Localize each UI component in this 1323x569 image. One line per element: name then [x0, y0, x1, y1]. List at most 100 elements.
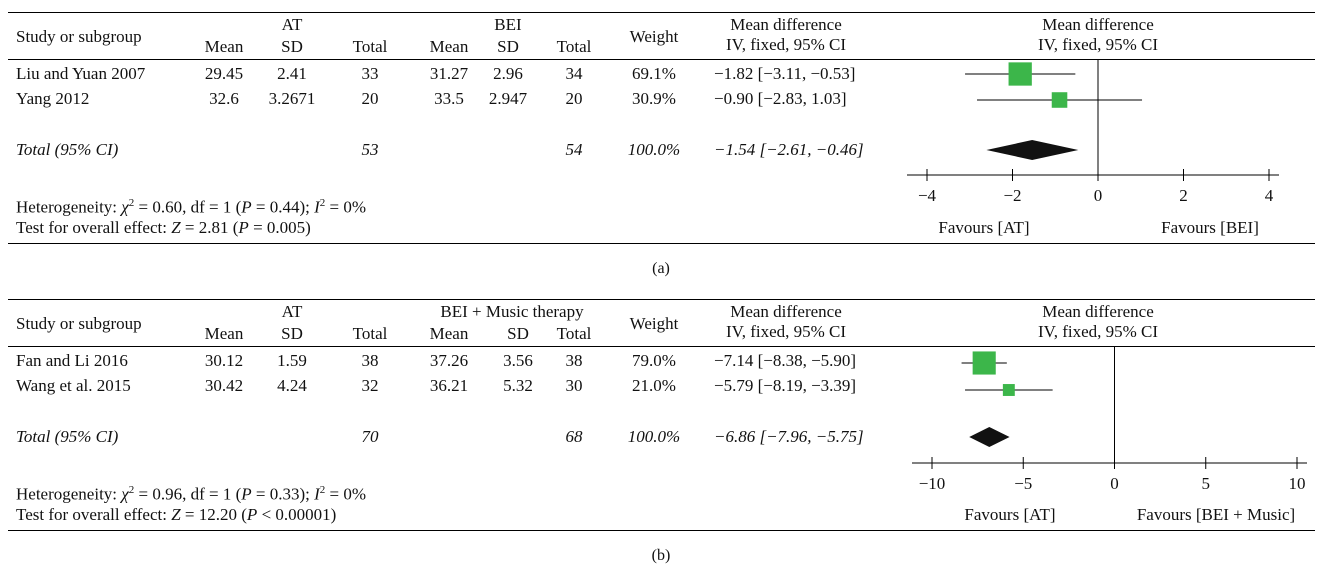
x-tick-label: 5	[1202, 474, 1211, 493]
header-weight: Weight	[629, 314, 679, 333]
header-sd-1: SD	[281, 37, 303, 56]
x-tick-label: 0	[1110, 474, 1119, 493]
favours-right-a: Favours [BEI]	[1161, 218, 1259, 237]
study-name: Yang 2012	[16, 89, 90, 108]
header-rule	[8, 59, 1315, 60]
study-name: Fan and Li 2016	[16, 351, 128, 370]
header-plot-1: Mean difference	[1042, 15, 1154, 34]
pooled-effect-diamond	[986, 140, 1079, 160]
header-total-2: Total	[556, 37, 592, 56]
total-label: Total (95% CI)	[16, 427, 119, 446]
sd-1: 1.59	[277, 351, 307, 370]
x-tick-label: 2	[1179, 186, 1188, 205]
header-study: Study or subgroup	[16, 314, 142, 333]
weight: 79.0%	[632, 351, 676, 370]
ci-text: −0.90 [−2.83, 1.03]	[714, 89, 847, 108]
header-plot-2: IV, fixed, 95% CI	[1037, 322, 1159, 341]
pooled-effect-diamond	[969, 427, 1010, 447]
overall-effect-text: Test for overall effect: Z = 2.81 (P = 0…	[16, 218, 311, 237]
header-md-2: IV, fixed, 95% CI	[725, 35, 847, 54]
mean-2: 33.5	[434, 89, 464, 108]
study-effect-box	[972, 351, 996, 375]
heterogeneity-text: Heterogeneity: χ2 = 0.96, df = 1 (P = 0.…	[16, 484, 367, 504]
mean-1: 29.45	[204, 64, 244, 83]
total-2: 34	[565, 64, 583, 83]
header-md-1: Mean difference	[730, 302, 842, 321]
study-effect-box	[1002, 384, 1015, 396]
mean-2: 37.26	[429, 351, 469, 370]
header-sd-2: SD	[507, 324, 529, 343]
header-mean-2: Mean	[429, 37, 469, 56]
total-ci-text: −1.54 [−2.61, −0.46]	[714, 140, 864, 159]
forest-plot-b: AT BEI + Music therapy Mean difference M…	[0, 287, 1323, 569]
mean-2: 31.27	[429, 64, 469, 83]
favours-left-a: Favours [AT]	[938, 218, 1030, 237]
header-plot-2: IV, fixed, 95% CI	[1037, 35, 1159, 54]
mean-2: 36.21	[429, 376, 469, 395]
x-tick-label: −4	[918, 186, 937, 205]
ci-text: −5.79 [−8.19, −3.39]	[714, 376, 857, 395]
header-rule	[8, 346, 1315, 347]
group1-label: AT	[281, 302, 303, 321]
favours-left-b: Favours [AT]	[964, 505, 1056, 524]
forest-plot-a: AT BEI Mean difference Mean difference S…	[0, 0, 1323, 282]
header-total-1: Total	[352, 37, 388, 56]
x-tick-label: 0	[1094, 186, 1103, 205]
total-weight: 100.0%	[627, 427, 681, 446]
x-tick-label: 10	[1289, 474, 1306, 493]
sd-1: 4.24	[277, 376, 307, 395]
header-md-2: IV, fixed, 95% CI	[725, 322, 847, 341]
total-ci-text: −6.86 [−7.96, −5.75]	[714, 427, 864, 446]
weight: 21.0%	[632, 376, 676, 395]
header-md-1: Mean difference	[730, 15, 842, 34]
header-weight: Weight	[629, 27, 679, 46]
study-name: Liu and Yuan 2007	[16, 64, 146, 83]
favours-right-b: Favours [BEI + Music]	[1136, 505, 1296, 524]
mean-1: 30.42	[204, 376, 244, 395]
forest-plot-area-b: −10 −5 0 5 10	[912, 347, 1307, 493]
header-total-1: Total	[352, 324, 388, 343]
total-2: 38	[565, 351, 583, 370]
group2-label: BEI + Music therapy	[440, 302, 584, 321]
total-1: 33	[361, 64, 379, 83]
sd-2: 3.56	[503, 351, 533, 370]
heterogeneity-text: Heterogeneity: χ2 = 0.60, df = 1 (P = 0.…	[16, 197, 367, 217]
total-n1: 70	[361, 427, 379, 446]
total-label: Total (95% CI)	[16, 140, 119, 159]
header-mean-2: Mean	[429, 324, 469, 343]
weight: 30.9%	[632, 89, 676, 108]
total-weight: 100.0%	[627, 140, 681, 159]
total-2: 20	[565, 89, 583, 108]
sd-2: 2.96	[493, 64, 523, 83]
x-tick-label: −5	[1014, 474, 1032, 493]
total-n2: 54	[565, 140, 583, 159]
x-tick-label: −2	[1003, 186, 1021, 205]
top-rule	[8, 12, 1315, 13]
forest-plot-area-a: −4 −2 0 2 4	[907, 60, 1279, 205]
top-rule	[8, 299, 1315, 300]
total-n2: 68	[565, 427, 583, 446]
x-tick-label: 4	[1265, 186, 1274, 205]
caption-a: (a)	[652, 260, 670, 277]
bottom-rule	[8, 530, 1315, 531]
ci-text: −1.82 [−3.11, −0.53]	[714, 64, 856, 83]
study-name: Wang et al. 2015	[16, 376, 131, 395]
header-mean-1: Mean	[204, 37, 244, 56]
ci-text: −7.14 [−8.38, −5.90]	[714, 351, 857, 370]
mean-1: 32.6	[209, 89, 239, 108]
header-plot-1: Mean difference	[1042, 302, 1154, 321]
total-n1: 53	[361, 140, 379, 159]
bottom-rule	[8, 243, 1315, 244]
sd-2: 2.947	[488, 89, 528, 108]
x-tick-label: −10	[919, 474, 946, 493]
header-study: Study or subgroup	[16, 27, 142, 46]
caption-b: (b)	[651, 547, 671, 564]
group1-label: AT	[281, 15, 303, 34]
total-1: 20	[361, 89, 379, 108]
header-total-2: Total	[556, 324, 592, 343]
study-effect-box	[1051, 92, 1068, 108]
header-sd-2: SD	[497, 37, 519, 56]
sd-1: 3.2671	[268, 89, 316, 108]
sd-1: 2.41	[277, 64, 307, 83]
overall-effect-text: Test for overall effect: Z = 12.20 (P < …	[16, 505, 337, 524]
